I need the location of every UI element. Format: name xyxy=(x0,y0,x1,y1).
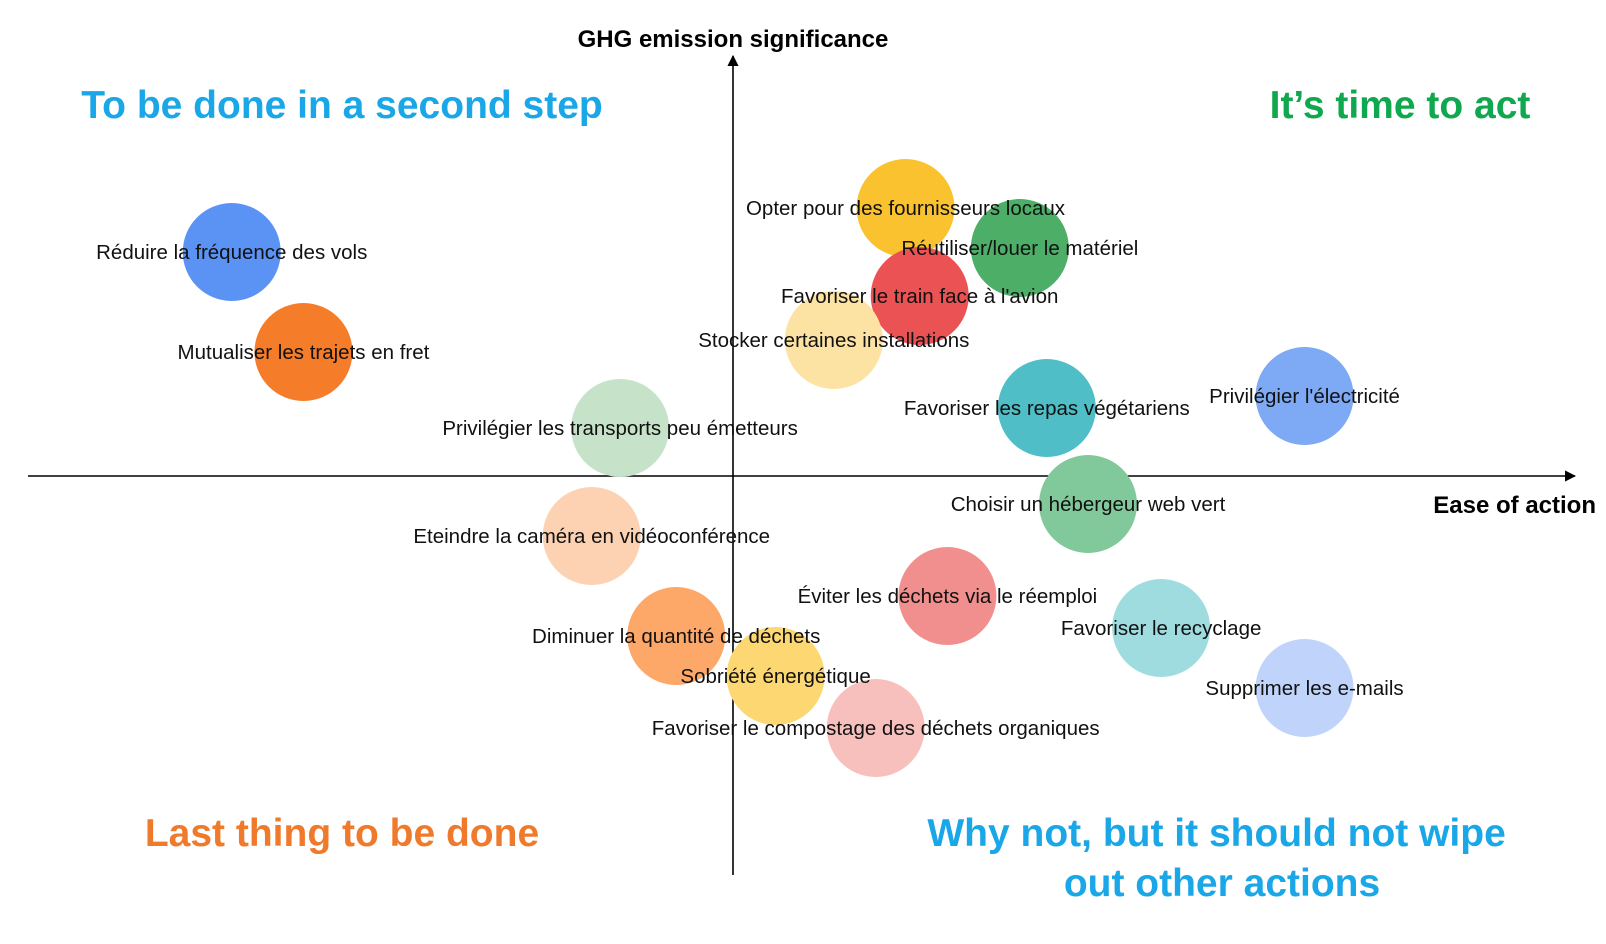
action-bubble xyxy=(726,627,825,725)
action-label: Eteindre la caméra en vidéoconférence xyxy=(413,525,770,548)
quadrant-title-line: To be done in a second step xyxy=(81,84,603,127)
action-label: Favoriser les repas végétariens xyxy=(904,397,1190,420)
action-bubble xyxy=(1255,639,1354,737)
action-bubble xyxy=(1039,455,1137,553)
quadrant-title-line: out other actions xyxy=(1064,862,1380,905)
action-bubble xyxy=(898,547,997,645)
action-bubble xyxy=(826,679,925,777)
action-bubble xyxy=(254,303,353,401)
action-label: Stocker certaines installations xyxy=(698,329,969,352)
action-bubble xyxy=(182,203,281,301)
action-label: Favoriser le recyclage xyxy=(1061,617,1262,640)
quadrant-title-bottom-left: Last thing to be done xyxy=(145,812,539,855)
action-bubble xyxy=(856,159,955,257)
action-bubbles xyxy=(182,159,1354,777)
action-bubble xyxy=(542,487,641,585)
quadrant-title-line: It’s time to act xyxy=(1270,84,1531,127)
quadrant-title-top-right: It’s time to act xyxy=(1270,84,1531,127)
quadrant-title-line: Why not, but it should not wipe xyxy=(927,812,1505,855)
action-bubble xyxy=(970,199,1069,297)
action-label: Réutiliser/louer le matériel xyxy=(901,237,1138,260)
x-axis-title: Ease of action xyxy=(1433,492,1596,519)
action-label: Favoriser le train face à l'avion xyxy=(781,285,1058,308)
action-label: Mutualiser les trajets en fret xyxy=(178,341,430,364)
action-label: Privilégier l'électricité xyxy=(1209,385,1400,408)
action-label: Choisir un hébergeur web vert xyxy=(951,493,1226,516)
action-bubble xyxy=(870,247,969,345)
action-bubble xyxy=(627,587,726,685)
action-label: Sobriété énergétique xyxy=(680,665,870,688)
action-label: Diminuer la quantité de déchets xyxy=(532,625,820,648)
action-bubble xyxy=(784,291,883,389)
action-bubble xyxy=(571,379,670,477)
action-label: Réduire la fréquence des vols xyxy=(96,241,367,264)
action-bubble xyxy=(997,359,1096,457)
action-label: Favoriser le compostage des déchets orga… xyxy=(652,717,1100,740)
quadrant-title-line: Last thing to be done xyxy=(145,812,539,855)
action-label: Privilégier les transports peu émetteurs xyxy=(442,417,798,440)
action-label: Éviter les déchets via le réemploi xyxy=(798,585,1098,608)
action-bubble xyxy=(1112,579,1211,677)
quadrant-title-top-left: To be done in a second step xyxy=(81,84,603,127)
action-labels: Réduire la fréquence des vols Mutualiser … xyxy=(96,197,1404,740)
action-bubble xyxy=(1255,347,1354,445)
quadrant-title-bottom-right: Why not, but it should not wipe out othe… xyxy=(927,812,1516,905)
action-label: Opter pour des fournisseurs locaux xyxy=(746,197,1066,220)
y-axis-title: GHG emission significance xyxy=(578,26,889,53)
action-label: Supprimer les e-mails xyxy=(1205,677,1403,700)
